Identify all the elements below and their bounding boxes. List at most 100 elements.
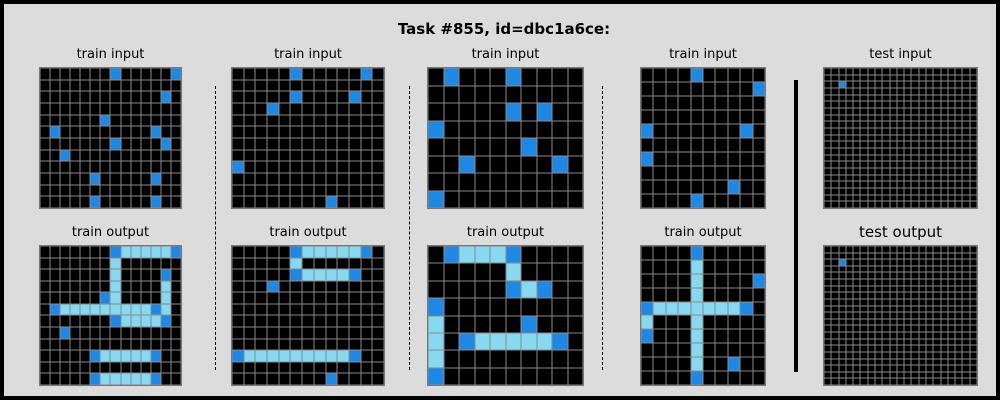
grid-cell — [918, 305, 926, 313]
grid-cell — [925, 81, 934, 88]
grid-cell — [904, 87, 912, 95]
grid-cell — [459, 173, 475, 191]
grid-cell — [360, 315, 373, 328]
grid-cell — [896, 325, 905, 333]
grid-cell — [940, 378, 948, 385]
grid-cell — [150, 327, 161, 339]
grid-cell — [232, 91, 244, 103]
grid-cell — [947, 101, 956, 108]
grid-cell — [443, 120, 459, 138]
grid-cell — [955, 187, 963, 195]
grid-cell — [160, 257, 171, 270]
grid-cell — [831, 259, 839, 266]
grid-cell — [505, 315, 521, 333]
grid-cell — [690, 343, 703, 358]
grid-cell — [867, 134, 875, 142]
grid-cell — [267, 292, 279, 304]
grid-cell — [889, 147, 897, 155]
grid-cell — [150, 149, 161, 162]
grid-cell — [302, 327, 314, 339]
grid-cell — [874, 351, 883, 359]
train-output-label-4: train output — [664, 225, 742, 240]
grid-cell — [428, 120, 444, 138]
grid-cell — [552, 103, 568, 121]
grid-cell — [824, 279, 832, 286]
grid-cell — [90, 303, 101, 316]
grid-cell — [867, 332, 875, 339]
grid-cell — [969, 252, 977, 260]
grid-cell — [955, 161, 963, 168]
grid-cell — [653, 329, 666, 344]
grid-cell — [882, 94, 890, 102]
grid-cell — [90, 103, 101, 115]
grid-cell — [552, 120, 568, 138]
grid-cell — [313, 280, 326, 293]
grid-cell — [940, 134, 948, 142]
grid-cell — [853, 259, 861, 266]
grid-cell — [278, 246, 291, 258]
grid-cell — [962, 187, 970, 195]
grid-cell — [140, 196, 151, 208]
grid-cell — [302, 303, 314, 316]
grid-cell — [255, 114, 268, 127]
grid-cell — [962, 338, 970, 346]
grid-cell — [60, 138, 71, 150]
grid-cell — [962, 259, 970, 266]
grid-cell — [860, 358, 868, 366]
grid-cell — [232, 149, 244, 162]
grid-cell — [838, 305, 846, 313]
grid-cell — [838, 259, 846, 266]
grid-cell — [474, 85, 490, 103]
grid-cell — [170, 246, 181, 258]
grid-cell — [521, 103, 537, 121]
grid-cell — [874, 298, 883, 306]
grid-cell — [925, 365, 934, 372]
grid-cell — [831, 252, 839, 260]
grid-cell — [325, 161, 338, 173]
grid-cell — [80, 126, 91, 138]
grid-cell — [302, 280, 314, 293]
grid-cell — [896, 312, 905, 319]
grid-cell — [170, 79, 181, 92]
grid-cell — [243, 173, 256, 185]
grid-cell — [845, 325, 854, 333]
grid-cell — [360, 373, 373, 385]
grid-cell — [267, 126, 279, 138]
grid-cell — [752, 68, 765, 82]
grid-cell — [889, 246, 897, 253]
grid-cell — [80, 303, 91, 316]
grid-cell — [933, 81, 941, 88]
grid-cell — [904, 174, 912, 182]
grid-cell — [845, 114, 854, 122]
grid-cell — [325, 126, 338, 138]
grid-cell — [150, 303, 161, 316]
grid-cell — [896, 371, 905, 379]
grid-cell — [911, 325, 919, 333]
grid-cell — [428, 332, 444, 351]
grid-cell — [882, 312, 890, 319]
grid-cell — [302, 373, 314, 385]
grid-cell — [653, 166, 666, 180]
grid-cell — [348, 257, 361, 270]
grid-cell — [925, 74, 934, 82]
grid-cell — [904, 312, 912, 319]
grid-cell — [933, 259, 941, 266]
grid-cell — [845, 298, 854, 306]
grid-cell — [567, 103, 583, 121]
grid-cell — [838, 371, 846, 379]
grid-cell — [831, 371, 839, 379]
grid-cell — [170, 338, 181, 351]
grid-cell — [150, 338, 161, 351]
grid-cell — [641, 259, 654, 274]
grid-cell — [665, 166, 679, 180]
grid-cell — [867, 194, 875, 202]
grid-cell — [867, 252, 875, 260]
grid-cell — [874, 167, 883, 175]
grid-cell — [853, 167, 861, 175]
grid-cell — [690, 180, 703, 194]
grid-cell — [853, 101, 861, 108]
grid-cell — [567, 298, 583, 316]
grid-cell — [552, 315, 568, 333]
grid-cell — [348, 103, 361, 115]
grid-cell — [567, 85, 583, 103]
